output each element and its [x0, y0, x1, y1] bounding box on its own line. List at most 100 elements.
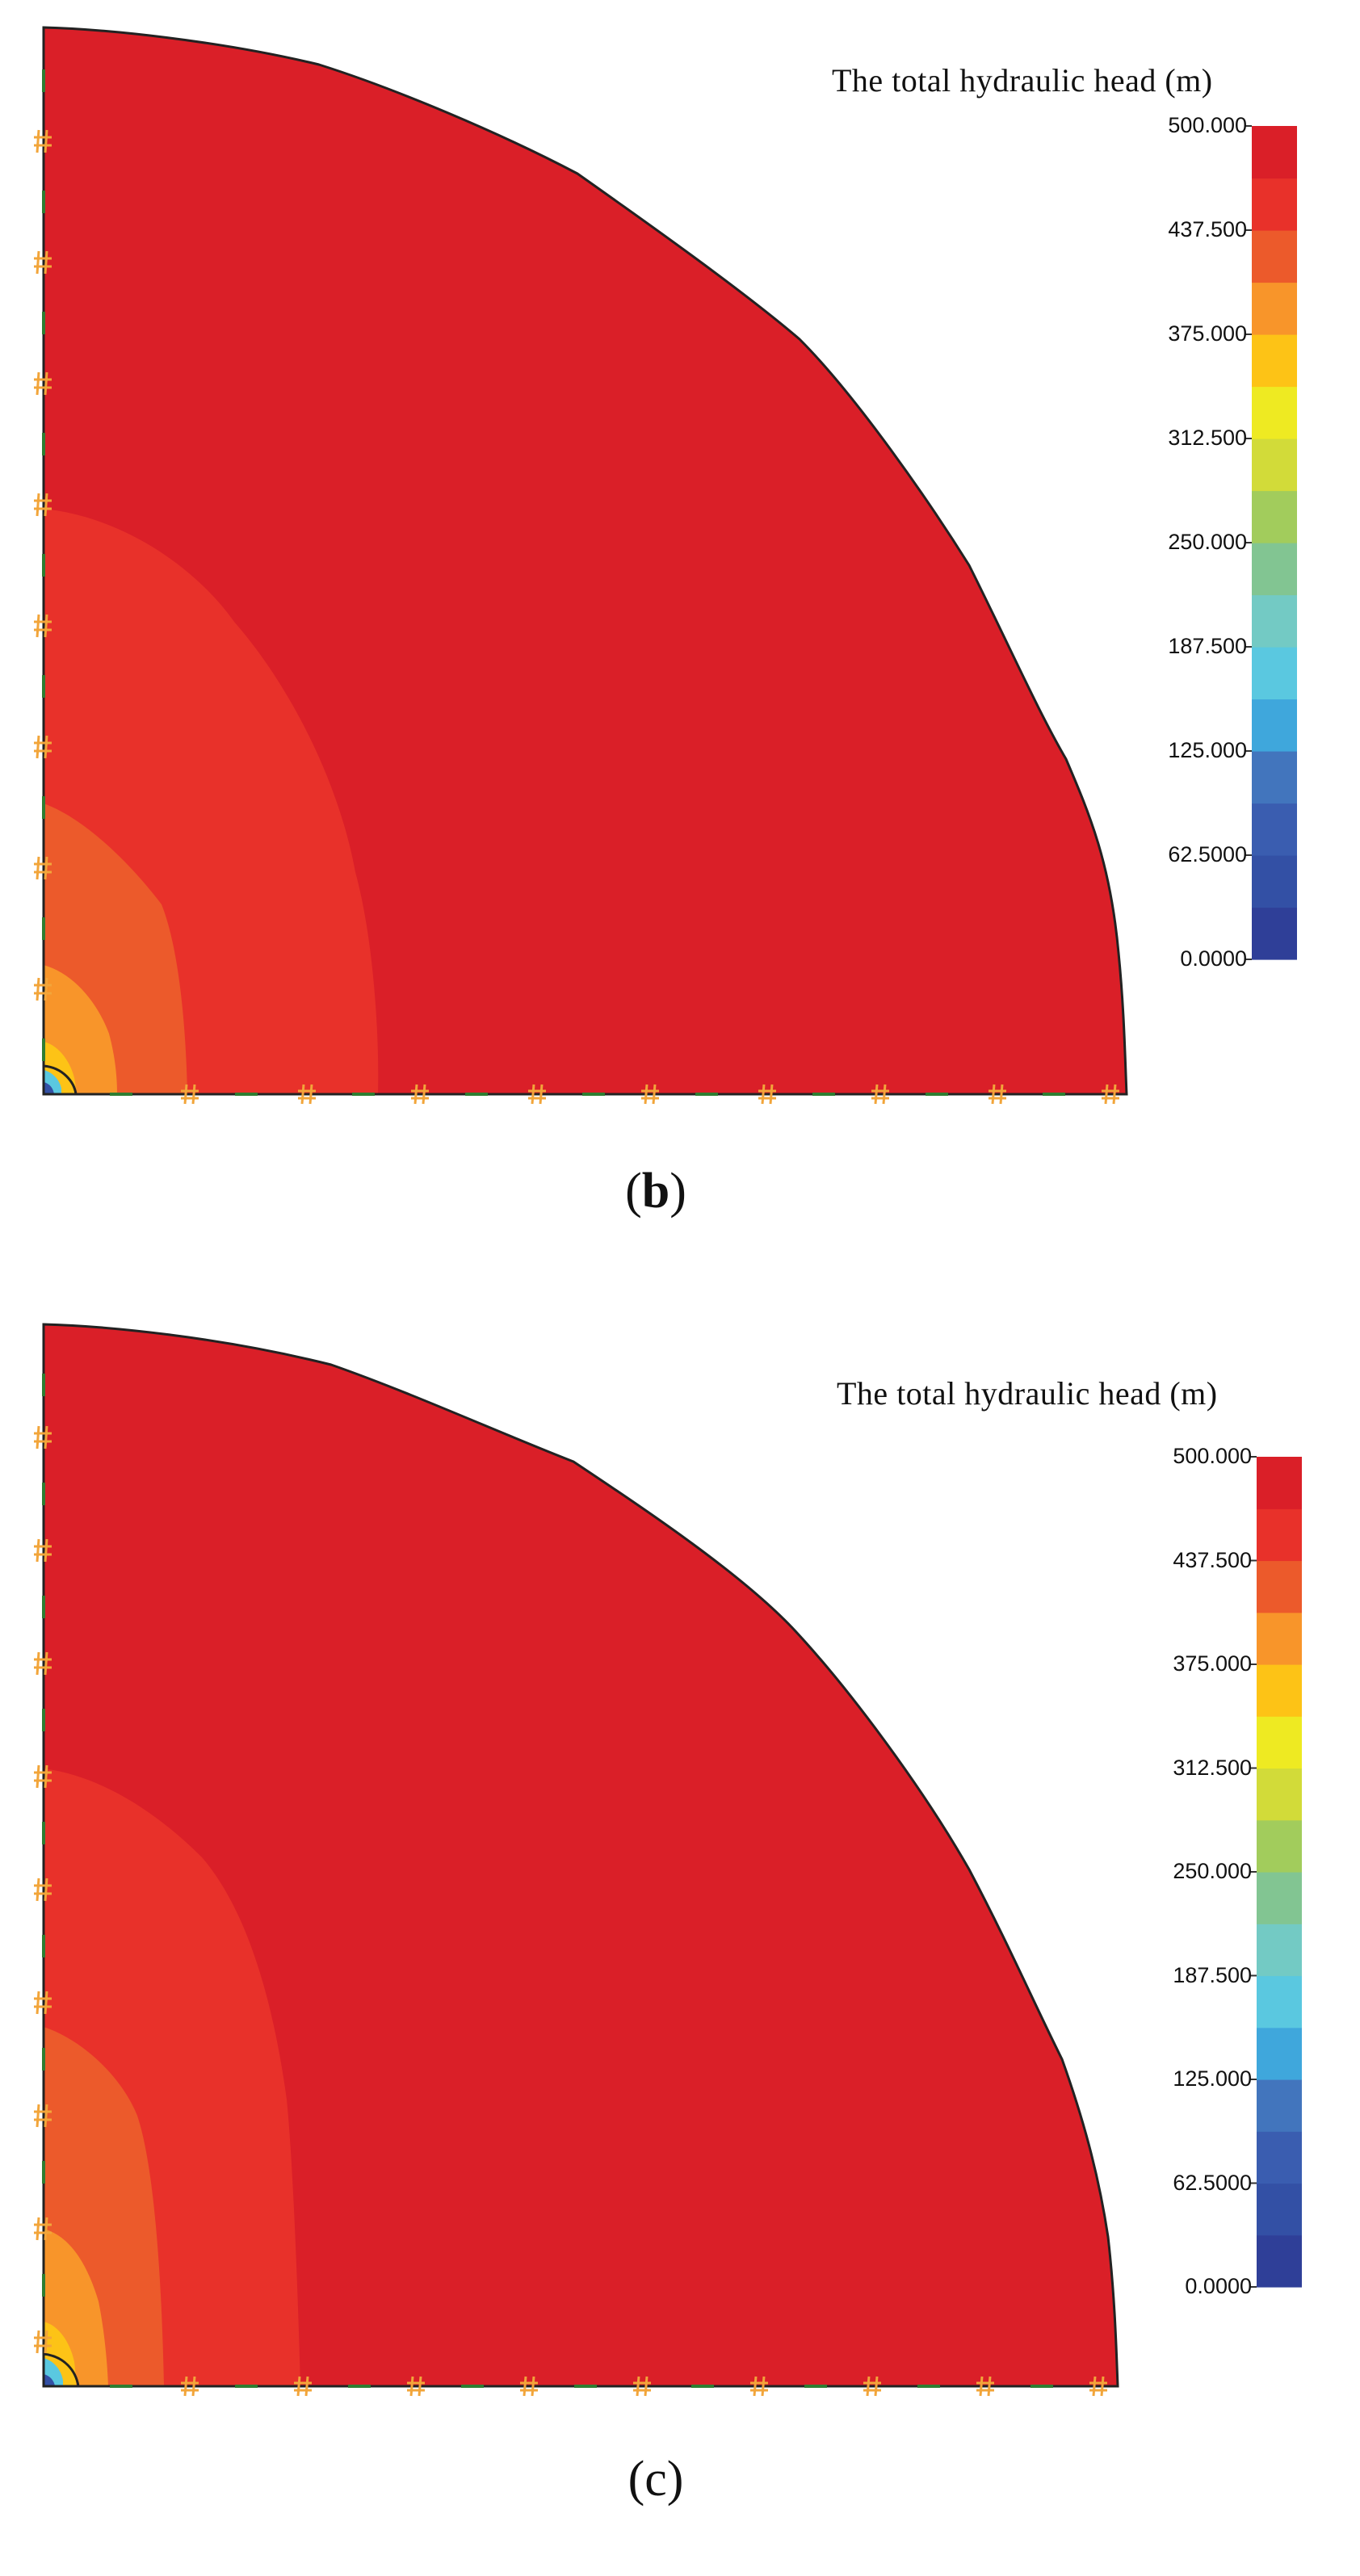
- legend-swatch: [1257, 1457, 1302, 1509]
- legend-colorbar: [1245, 125, 1297, 960]
- legend-tick-label: 250.000: [1168, 530, 1247, 554]
- fixed-head-marker: [34, 1764, 52, 1789]
- legend-swatch: [1257, 1924, 1302, 1977]
- legend-swatch: [1252, 647, 1297, 700]
- fixed-head-marker: [633, 2376, 651, 2397]
- legend-tick-label: 125.000: [1173, 2066, 1252, 2091]
- zone-outer: [44, 1324, 1118, 2386]
- legend-swatch: [1257, 1716, 1302, 1769]
- legend-swatch: [1257, 2183, 1302, 2236]
- legend-colorbar: [1250, 1456, 1302, 2288]
- legend-tick-label: 437.500: [1173, 1547, 1252, 1572]
- legend-tick-label: 187.500: [1173, 1962, 1252, 1987]
- panel-label-c: (c): [628, 2452, 684, 2507]
- legend-swatch: [1257, 2027, 1302, 2080]
- fixed-head-marker: [34, 371, 52, 396]
- legend-tick-label: 250.000: [1173, 1859, 1252, 1883]
- legend-swatch: [1257, 2234, 1302, 2288]
- fixed-head-marker: [641, 1084, 659, 1105]
- fixed-head-marker: [34, 2217, 52, 2241]
- fixed-head-marker: [528, 1084, 546, 1105]
- fixed-head-marker: [34, 1651, 52, 1676]
- legend-swatch: [1252, 543, 1297, 596]
- left-boundary-markers: [34, 69, 52, 1061]
- legend-tick-label: 500.000: [1173, 1444, 1252, 1468]
- legend-tick-label: 0.0000: [1180, 946, 1247, 971]
- zone-min: [44, 1082, 54, 1094]
- legend-tick-label: 437.500: [1168, 217, 1247, 241]
- fixed-head-marker: [1102, 1084, 1119, 1105]
- zone-min: [44, 2374, 55, 2386]
- well-arc: [43, 2352, 80, 2387]
- legend-swatch: [1252, 438, 1297, 492]
- legend-swatch: [1252, 230, 1297, 283]
- fixed-head-marker: [871, 1084, 889, 1105]
- legend-tick-label: 0.0000: [1185, 2274, 1252, 2298]
- legend-swatch: [1257, 1768, 1302, 1821]
- legend-tick-label: 375.000: [1173, 1651, 1252, 1676]
- legend-swatch: [1252, 594, 1297, 648]
- legend-swatch: [1252, 282, 1297, 335]
- legend-swatch: [1257, 2131, 1302, 2184]
- fixed-head-marker: [863, 2376, 881, 2397]
- fixed-head-marker: [34, 2104, 52, 2128]
- legend-swatch: [1257, 1819, 1302, 1873]
- fixed-head-marker: [520, 2376, 538, 2397]
- head-contour-plot-b: [34, 26, 1297, 1105]
- legend-swatch: [1257, 2079, 1302, 2132]
- fixed-head-marker: [34, 614, 52, 638]
- legend-title: The total hydraulic head (m): [832, 62, 1213, 99]
- fixed-head-marker: [34, 1538, 52, 1563]
- legend-swatch: [1257, 1612, 1302, 1665]
- well-arc: [43, 1064, 78, 1095]
- legend-tick-label: 500.000: [1168, 113, 1247, 137]
- legend-tick-label: 62.5000: [1173, 2170, 1252, 2195]
- legend-swatch: [1252, 803, 1297, 856]
- fixed-head-marker: [976, 2376, 994, 2397]
- fixed-head-marker: [34, 1425, 52, 1450]
- fixed-head-marker: [34, 1877, 52, 1902]
- fixed-head-marker: [750, 2376, 768, 2397]
- legend-swatch: [1252, 751, 1297, 804]
- fixed-head-marker: [34, 977, 52, 1001]
- panel-label-b: (b): [625, 1164, 686, 1219]
- domain-outline: [42, 1323, 1119, 2388]
- contour-zones: [44, 1324, 1118, 2386]
- fixed-head-marker: [407, 2376, 425, 2397]
- head-contour-plot-c: [34, 1323, 1302, 2397]
- legend-swatch: [1257, 1872, 1302, 1924]
- fixed-head-marker: [1089, 2376, 1107, 2397]
- legend-swatch: [1252, 386, 1297, 439]
- legend-swatch: [1257, 1508, 1302, 1562]
- domain-outline: [42, 26, 1128, 1096]
- panel-c: The total hydraulic head (m) 500.000 437.…: [0, 1300, 1360, 2576]
- legend-swatch: [1257, 1560, 1302, 1613]
- fixed-head-marker: [34, 856, 52, 880]
- fixed-head-marker: [411, 1084, 429, 1105]
- fixed-head-marker: [34, 493, 52, 517]
- fixed-head-marker: [294, 2376, 312, 2397]
- fixed-head-marker: [34, 735, 52, 759]
- panel-b: The total hydraulic head (m) 500.000 437.…: [0, 0, 1360, 1276]
- legend-tick-label: 62.5000: [1168, 842, 1247, 866]
- fixed-head-marker: [181, 1084, 199, 1105]
- legend-swatch: [1252, 126, 1297, 179]
- bottom-boundary-markers: [110, 1084, 1119, 1105]
- legend-tick-label: 375.000: [1168, 321, 1247, 346]
- legend-tick-label: 312.500: [1173, 1755, 1252, 1780]
- contour-zones: [44, 27, 1127, 1094]
- fixed-head-marker: [181, 2376, 199, 2397]
- fixed-head-marker: [298, 1084, 316, 1105]
- legend-swatch: [1252, 699, 1297, 752]
- legend-swatch: [1252, 178, 1297, 231]
- legend-tick-label: 312.500: [1168, 426, 1247, 450]
- legend-swatch: [1257, 1975, 1302, 2028]
- fixed-head-marker: [34, 250, 52, 275]
- legend-swatch: [1252, 334, 1297, 388]
- legend-swatch: [1252, 490, 1297, 543]
- legend-tick-label: 187.500: [1168, 634, 1247, 658]
- legend-swatch: [1252, 907, 1297, 960]
- legend-title: The total hydraulic head (m): [837, 1375, 1218, 1412]
- legend-tick-label: 125.000: [1168, 738, 1247, 762]
- legend-swatch: [1252, 855, 1297, 908]
